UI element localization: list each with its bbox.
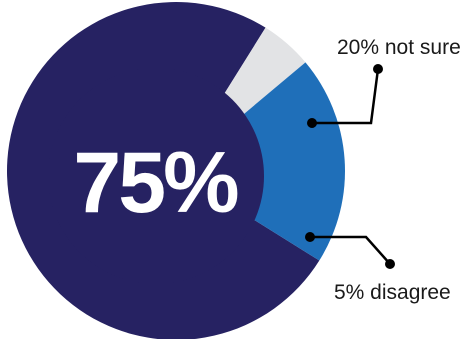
annotation-dot-1b — [373, 64, 383, 74]
annotation-dot-2b — [385, 259, 395, 269]
annotation-dot-1 — [307, 118, 317, 128]
pie-inner-disc — [48, 68, 264, 284]
annotation-dot-2 — [305, 232, 315, 242]
center-percentage-label: 75% — [73, 135, 238, 231]
pie-slices — [7, 2, 345, 339]
annotation-label-2: 5% disagree — [334, 281, 451, 304]
annotation-leader-line-1 — [312, 68, 380, 125]
annotation-label-1: 20% not sure — [337, 36, 461, 59]
annotation-leader-line-2 — [310, 235, 391, 265]
